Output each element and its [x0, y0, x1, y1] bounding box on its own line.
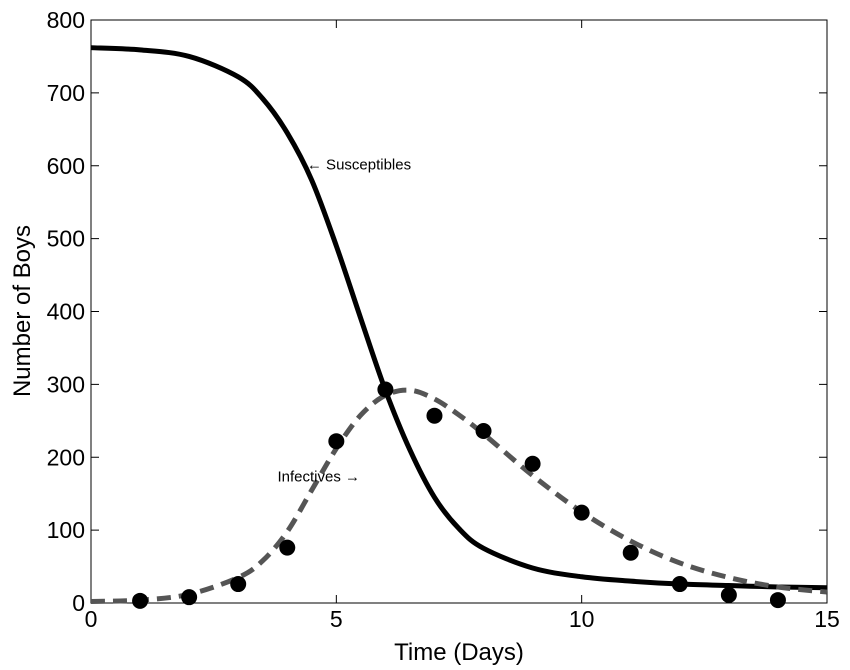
y-tick-label: 400 [47, 299, 85, 325]
observed-point [328, 433, 345, 450]
y-tick-label: 600 [47, 153, 85, 179]
x-axis-title: Time (Days) [394, 639, 524, 666]
observed-point [279, 539, 296, 556]
susceptibles-curve [90, 45, 828, 591]
annotation-label: ← Susceptibles [307, 156, 411, 173]
series-lines [90, 45, 828, 605]
observed-point [181, 589, 198, 606]
observed-point [426, 407, 443, 424]
observed-points [132, 381, 786, 609]
observed-point [573, 504, 590, 521]
annotations: ← Susceptibles Infectives → [277, 156, 411, 485]
y-tick-label: 500 [47, 226, 85, 252]
y-tick-label: 100 [47, 517, 85, 543]
y-tick-label: 300 [47, 371, 85, 397]
x-tick-label: 15 [814, 606, 840, 632]
x-tick-label: 10 [569, 606, 595, 632]
x-tick-label: 5 [330, 606, 343, 632]
y-tick-label: 0 [72, 590, 85, 616]
observed-point [671, 576, 688, 593]
annotation-label: Infectives → [277, 468, 360, 485]
observed-point [524, 455, 541, 472]
infectives-curve [90, 387, 828, 605]
observed-point [132, 592, 149, 609]
y-tick-label: 700 [47, 80, 85, 106]
y-tick-label: 800 [47, 7, 85, 33]
observed-point [769, 592, 786, 609]
observed-point [622, 544, 639, 561]
y-tick-label: 200 [47, 444, 85, 470]
x-tick-label: 0 [85, 606, 98, 632]
y-axis-title: Number of Boys [9, 225, 36, 397]
observed-point [720, 586, 737, 603]
observed-point [475, 423, 492, 440]
observed-point [377, 381, 394, 398]
plot-area [90, 19, 828, 604]
observed-point [230, 576, 247, 593]
axis-ticks: 0 5 10 15 0 100 200 300 400 500 600 700 800 [47, 7, 840, 632]
